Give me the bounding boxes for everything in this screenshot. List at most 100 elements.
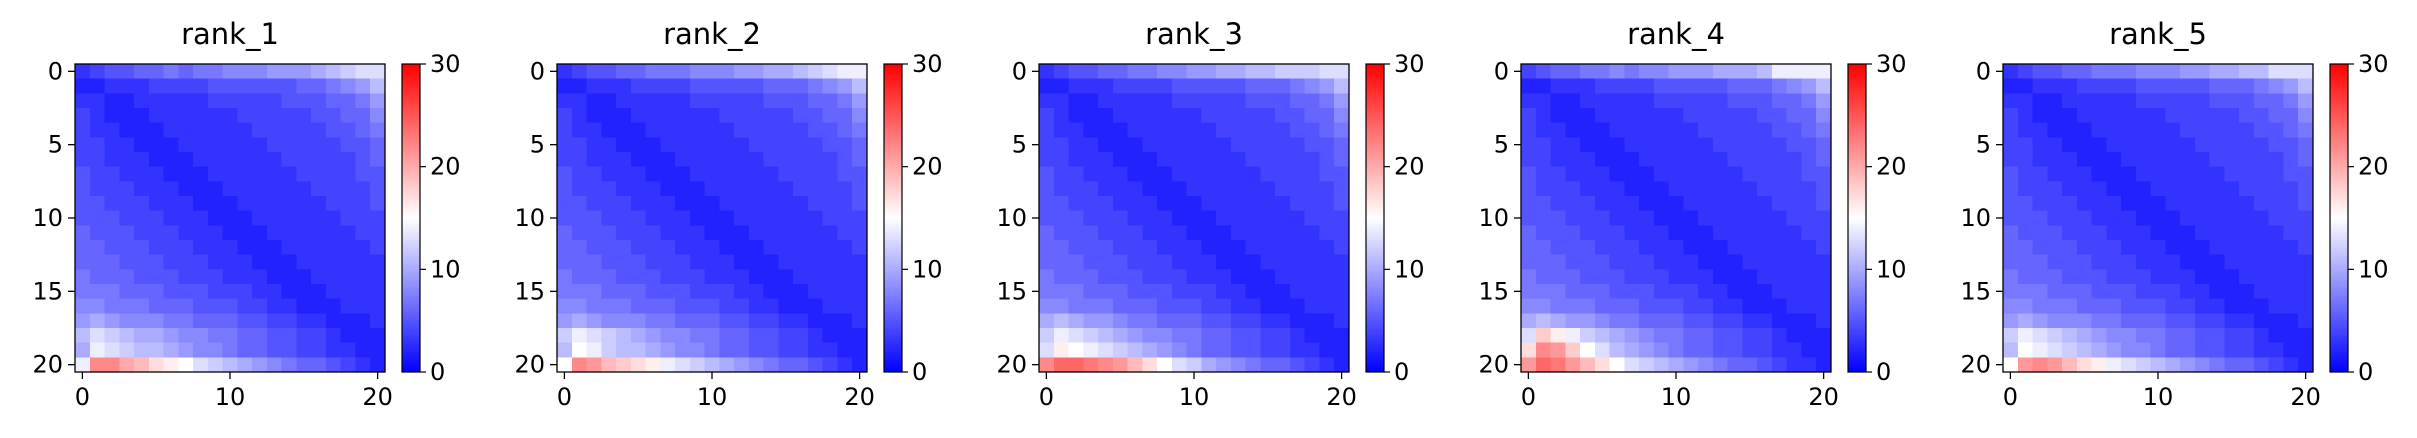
heatmap-cell: [1550, 210, 1566, 226]
heatmap-cell: [119, 328, 135, 344]
heatmap-cell: [2091, 225, 2107, 241]
heatmap-cell: [2283, 181, 2299, 197]
heatmap-cell: [1245, 225, 1261, 241]
heatmap-cell: [852, 313, 868, 329]
heatmap-cell: [1565, 269, 1581, 285]
heatmap-cell: [1275, 78, 1291, 94]
heatmap-cell: [2091, 298, 2107, 314]
heatmap-cell: [1550, 342, 1566, 358]
heatmap-cell: [2135, 342, 2152, 358]
heatmap-cell: [1304, 342, 1320, 358]
heatmap-cell: [837, 181, 853, 197]
heatmap-cell: [2253, 254, 2270, 270]
heatmap-cell: [1142, 298, 1158, 314]
heatmap-cell: [807, 78, 824, 94]
heatmap-cell: [1698, 181, 1714, 197]
heatmap-cells: [2003, 64, 2314, 373]
heatmap-cell: [75, 357, 91, 373]
heatmap-cell: [1083, 122, 1099, 138]
heatmap-cell: [1757, 122, 1773, 138]
heatmap-cell: [2017, 78, 2034, 94]
heatmap-cell: [89, 342, 106, 358]
heatmap-cell: [837, 210, 853, 226]
heatmap-cell: [281, 108, 297, 124]
heatmap-cell: [1186, 166, 1202, 182]
heatmap-cell: [119, 108, 135, 124]
heatmap-cell: [2194, 298, 2211, 314]
x-tick-label: 0: [75, 383, 90, 411]
heatmap-cell: [586, 64, 602, 80]
heatmap-cell: [178, 137, 194, 153]
heatmap-cell: [586, 181, 602, 197]
heatmap-cell: [2180, 298, 2196, 314]
heatmap-cell: [601, 78, 617, 94]
heatmap-cell: [837, 357, 853, 373]
heatmap-cell: [1757, 298, 1773, 314]
heatmap-cell: [1289, 210, 1306, 226]
heatmap-cell: [645, 166, 661, 182]
heatmap-cell: [104, 108, 120, 124]
heatmap-cell: [2239, 122, 2255, 138]
heatmap-cell: [148, 269, 165, 285]
x-tick-label: 0: [2003, 383, 2018, 411]
heatmap-cell: [1550, 64, 1566, 80]
heatmap-cell: [1112, 342, 1129, 358]
heatmap-cell: [134, 64, 150, 80]
heatmap-cell: [2135, 78, 2152, 94]
heatmap-cell: [1142, 284, 1158, 300]
heatmap-cell: [675, 298, 691, 314]
heatmap-cell: [2003, 78, 2019, 94]
heatmap-cell: [645, 137, 661, 153]
heatmap-cell: [266, 298, 283, 314]
y-tick-label: 10: [514, 204, 545, 232]
heatmap-cell: [586, 122, 602, 138]
heatmap-cell: [734, 93, 750, 109]
heatmap-cell: [1521, 166, 1537, 182]
heatmap-cell: [2165, 284, 2181, 300]
heatmap-cell: [2106, 328, 2122, 344]
heatmap-cell: [193, 225, 209, 241]
heatmap-cell: [2268, 284, 2284, 300]
heatmap-cell: [2091, 108, 2107, 124]
heatmap-cell: [148, 284, 165, 300]
heatmap-cell: [571, 269, 588, 285]
heatmap-cell: [1742, 357, 1758, 373]
heatmap-cell: [207, 166, 224, 182]
heatmap-cell: [1594, 298, 1611, 314]
heatmap-cell: [2224, 342, 2240, 358]
heatmap-cell: [2047, 166, 2063, 182]
heatmap-cell: [1304, 210, 1320, 226]
heatmap-cell: [630, 298, 647, 314]
heatmap-cell: [148, 357, 165, 373]
heatmap-cell: [1521, 122, 1537, 138]
heatmap-cell: [601, 166, 617, 182]
heatmap-cell: [2180, 284, 2196, 300]
heatmap-cell: [763, 298, 779, 314]
heatmap-cell: [1098, 254, 1114, 270]
heatmap-cell: [1289, 152, 1306, 168]
heatmap-cell: [1334, 240, 1350, 256]
heatmap-cell: [1289, 78, 1306, 94]
heatmap-cell: [311, 93, 327, 109]
heatmap-cell: [2091, 137, 2107, 153]
heatmap-cell: [1112, 225, 1129, 241]
heatmap-cell: [1171, 181, 1188, 197]
heatmap-cell: [2135, 122, 2152, 138]
y-tick-label: 0: [48, 57, 63, 85]
heatmap-cell: [1171, 64, 1188, 80]
heatmap-cell: [148, 342, 165, 358]
heatmap-cell: [1186, 196, 1202, 212]
heatmap-cell: [2165, 78, 2181, 94]
heatmap-cell: [2298, 64, 2314, 80]
heatmap-cell: [689, 152, 706, 168]
heatmap-cell: [2106, 78, 2122, 94]
heatmap-cell: [207, 64, 224, 80]
heatmap-cell: [837, 284, 853, 300]
heatmap-cell: [1594, 181, 1611, 197]
heatmap-cell: [281, 342, 297, 358]
heatmap-cell: [1727, 328, 1743, 344]
heatmap-cell: [1260, 137, 1276, 153]
heatmap-cell: [1535, 328, 1552, 344]
heatmap-cell: [1742, 122, 1758, 138]
heatmap-cell: [2017, 166, 2034, 182]
